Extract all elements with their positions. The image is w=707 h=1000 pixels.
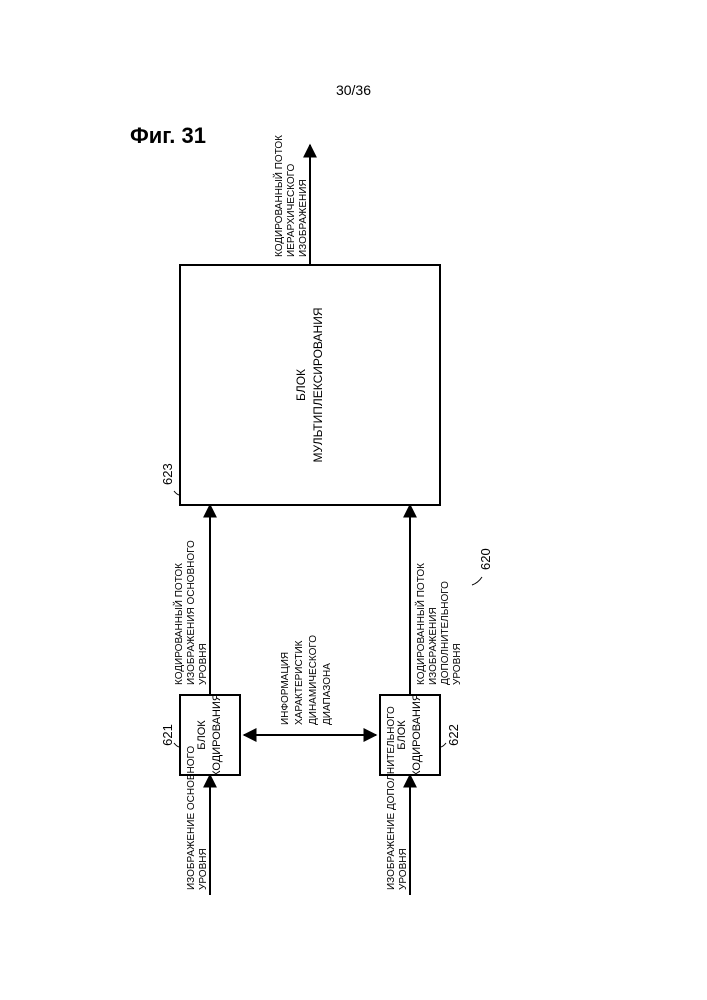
label-mid-top-1: КОДИРОВАННЫЙ ПОТОК — [172, 563, 185, 685]
node-encoder-top-line2: КОДИРОВАНИЯ — [211, 693, 223, 777]
label-vertical-3: ДИНАМИЧЕСКОГО — [308, 635, 319, 725]
label-mid-bottom-3: ДОПОЛНИТЕЛЬНОГО — [440, 581, 451, 685]
label-mid-top-3: УРОВНЯ — [198, 643, 209, 685]
label-in-bottom-1: ИЗОБРАЖЕНИЕ ДОПОЛНИТЕЛЬНОГО — [386, 706, 397, 890]
label-in-bottom-2: УРОВНЯ — [398, 848, 409, 890]
node-encoder-bottom-line2: КОДИРОВАНИЯ — [411, 693, 423, 777]
label-out-1: КОДИРОВАННЫЙ ПОТОК — [272, 135, 285, 257]
node-encoder-bottom-id: 622 — [446, 724, 461, 746]
node-encoder-bottom-line1: БЛОК — [396, 720, 408, 750]
node-mux-line2: МУЛЬТИПЛЕКСИРОВАНИЯ — [311, 307, 325, 462]
label-vertical-1: ИНФОРМАЦИЯ — [280, 652, 291, 725]
label-mid-bottom-2: ИЗОБРАЖЕНИЯ — [428, 607, 439, 685]
diagram-canvas: БЛОК КОДИРОВАНИЯ 621 БЛОК КОДИРОВАНИЯ 62… — [0, 0, 707, 1000]
node-mux-line1: БЛОК — [294, 369, 308, 401]
label-in-top-1: ИЗОБРАЖЕНИЕ ОСНОВНОГО — [186, 746, 197, 890]
label-vertical-2: ХАРАКТЕРИСТИК — [294, 640, 305, 725]
leader-overall — [472, 577, 482, 585]
ref-overall: 620 — [478, 548, 493, 570]
node-mux-id: 623 — [160, 463, 175, 485]
node-mux: БЛОК МУЛЬТИПЛЕКСИРОВАНИЯ 623 — [160, 265, 440, 505]
node-encoder-top-id: 621 — [160, 724, 175, 746]
label-out-3: ИЗОБРАЖЕНИЯ — [298, 179, 309, 257]
label-in-top-2: УРОВНЯ — [198, 848, 209, 890]
node-encoder-top-line1: БЛОК — [196, 720, 208, 750]
label-out-2: ИЕРАРХИЧЕСКОГО — [286, 163, 297, 257]
label-mid-bottom-1: КОДИРОВАННЫЙ ПОТОК — [414, 563, 427, 685]
label-mid-bottom-4: УРОВНЯ — [452, 643, 463, 685]
label-vertical-4: ДИАПАЗОНА — [322, 663, 333, 725]
node-encoder-top: БЛОК КОДИРОВАНИЯ 621 — [160, 693, 240, 777]
label-mid-top-2: ИЗОБРАЖЕНИЯ ОСНОВНОГО — [186, 540, 197, 685]
